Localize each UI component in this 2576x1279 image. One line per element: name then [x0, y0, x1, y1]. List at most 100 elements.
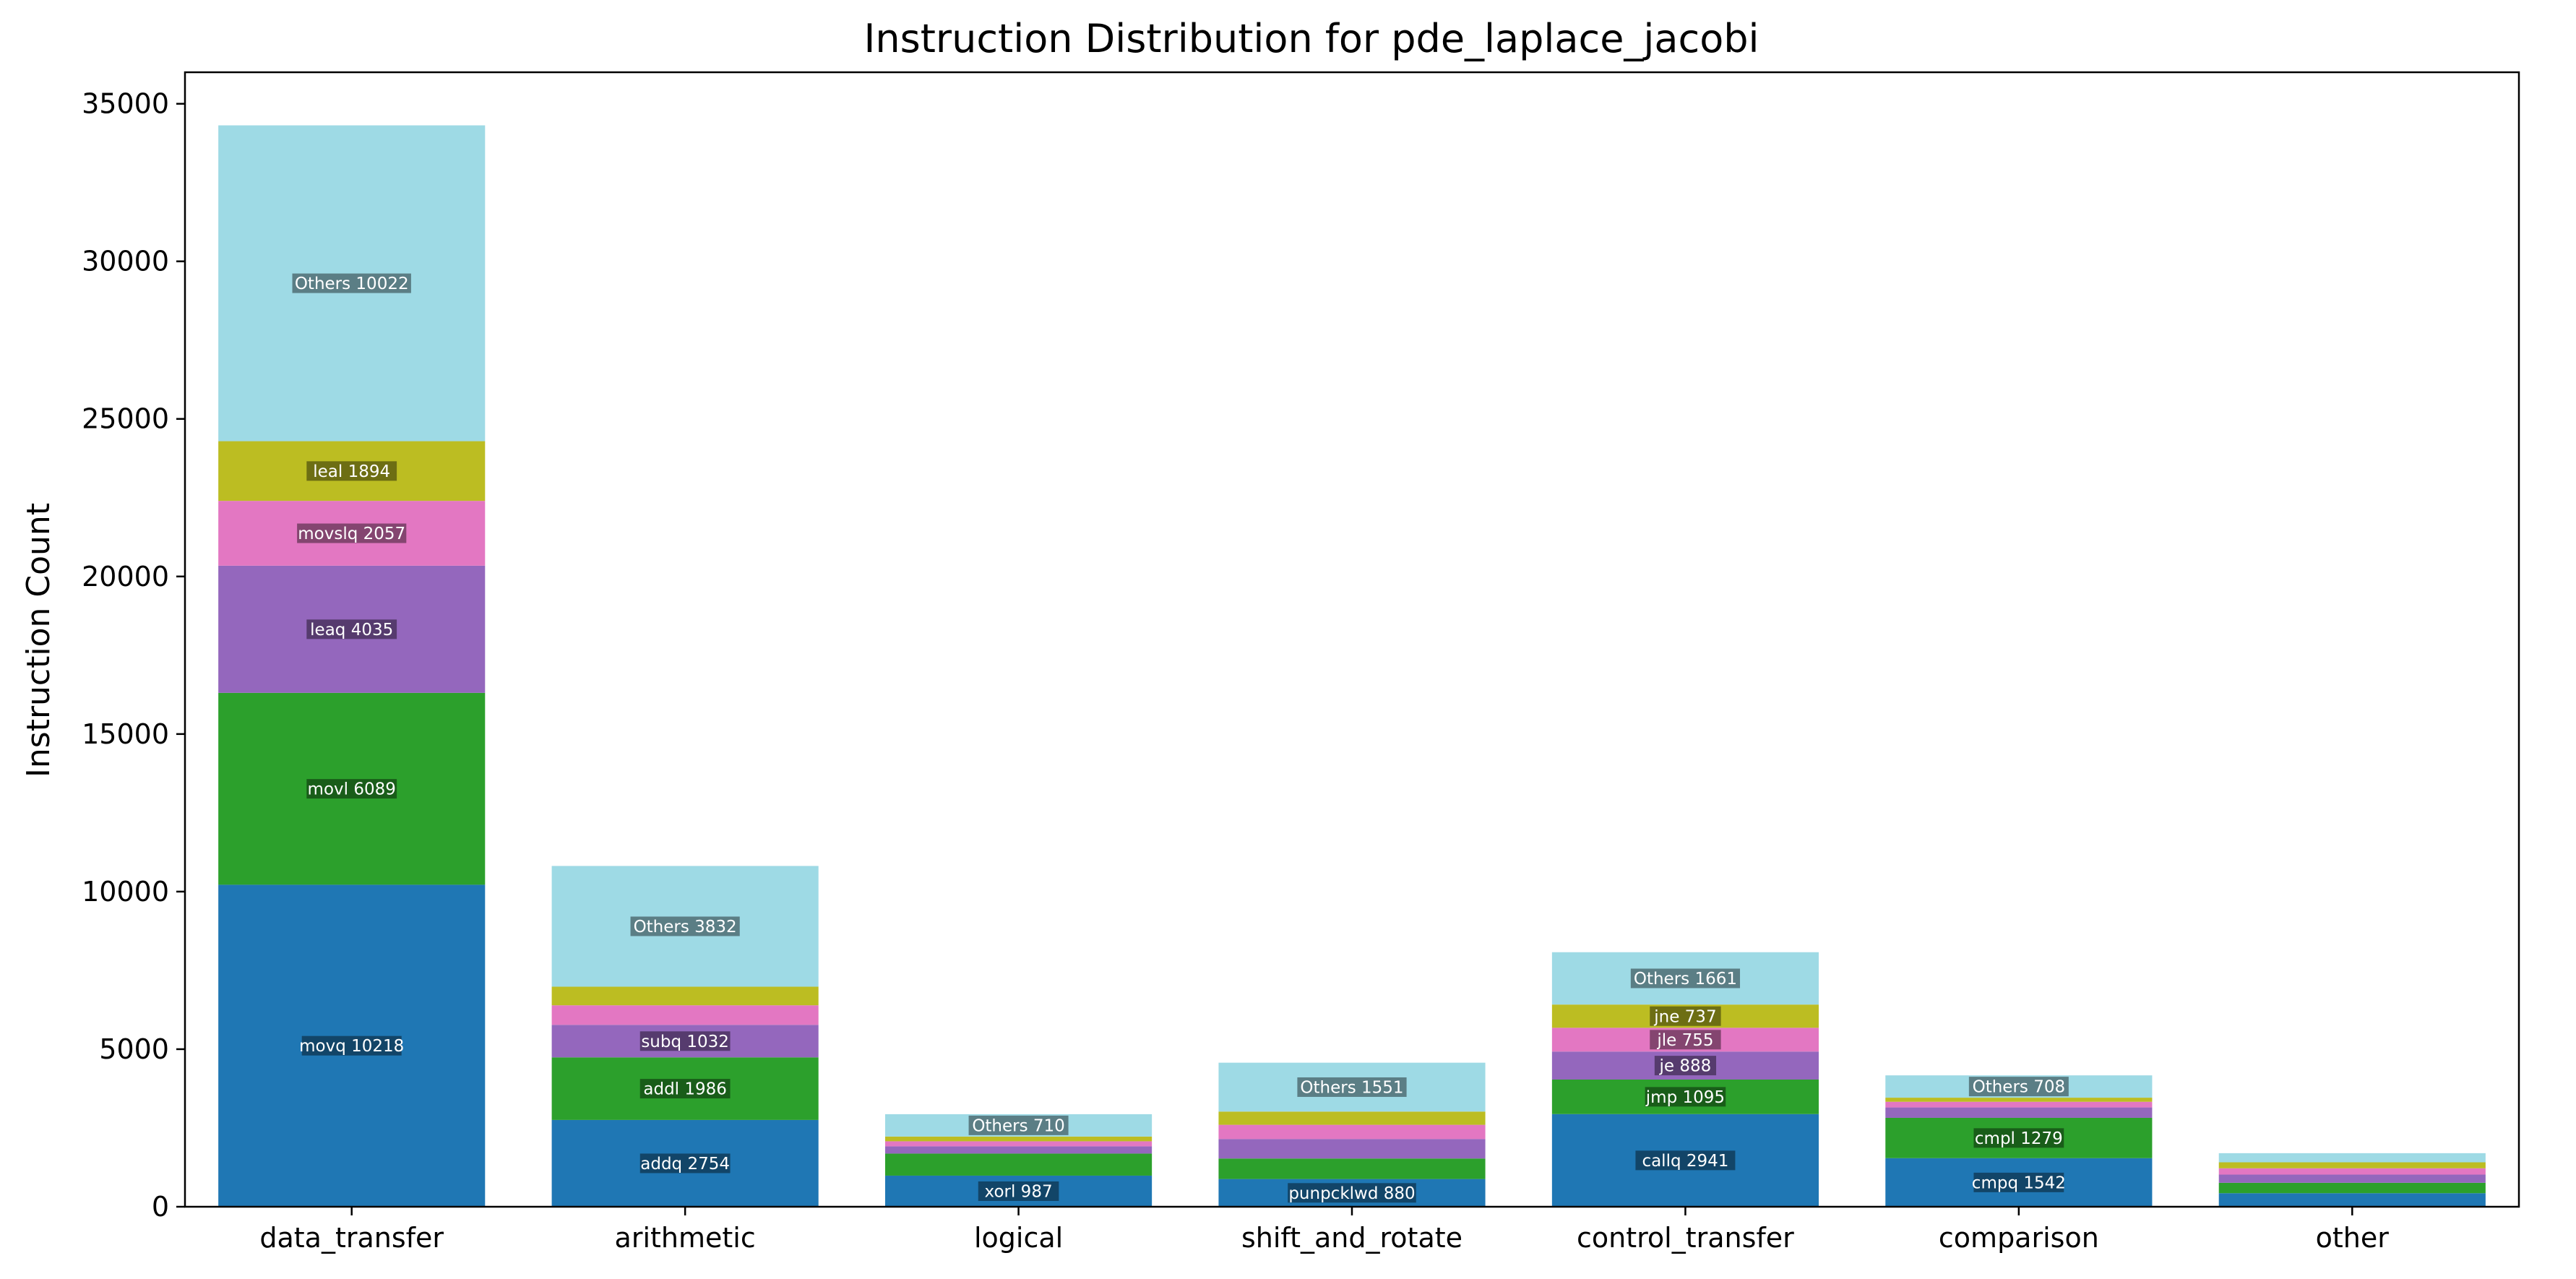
bar-segment-comparison-5 — [1885, 1075, 2153, 1098]
segment-label-others-10022: Others 10022 — [295, 275, 409, 293]
segment-label-bg — [968, 1115, 1069, 1135]
segment-label-leaq-4035: leaq 4035 — [310, 621, 393, 640]
segment-label-bg — [1973, 1128, 2064, 1148]
segment-label-subq-1032: subq 1032 — [641, 1033, 729, 1051]
segment-label-bg — [306, 461, 397, 481]
x-tick-label-other: other — [2316, 1222, 2390, 1254]
bar-segment-shift-and-rotate-4 — [1218, 1111, 1486, 1125]
bar-segment-other-4 — [2218, 1162, 2486, 1168]
segment-label-bg — [1973, 1172, 2064, 1192]
bar-segment-control-transfer-1 — [1551, 1079, 1819, 1114]
x-tick-label-logical: logical — [974, 1222, 1063, 1254]
segment-label-others-1551: Others 1551 — [1300, 1078, 1403, 1097]
segment-label-je-888: je 888 — [1659, 1057, 1712, 1076]
bar-segment-logical-5 — [885, 1114, 1153, 1137]
bar-segment-shift-and-rotate-3 — [1218, 1124, 1486, 1140]
x-axis-ticks: data_transfer arithmetic logical shift_and_… — [259, 1207, 2389, 1254]
segment-label-bg — [1968, 1077, 2069, 1097]
bar-segment-control-transfer-0 — [1551, 1114, 1819, 1207]
y-tick-label-0: 0 — [152, 1191, 169, 1223]
bar-segment-arithmetic-5 — [551, 866, 819, 987]
bar-segment-arithmetic-2 — [551, 1025, 819, 1058]
segment-label-leal-1894: leal 1894 — [313, 462, 390, 481]
bar-segment-data-transfer-2 — [218, 565, 486, 693]
bar-segment-shift-and-rotate-0 — [1218, 1179, 1486, 1207]
segment-label-bg — [306, 779, 397, 799]
segment-label-bg — [306, 619, 397, 640]
bar-segment-shift-and-rotate-5 — [1218, 1062, 1486, 1112]
bar-segment-comparison-3 — [1885, 1101, 2153, 1108]
bar-segment-shift-and-rotate-1 — [1218, 1158, 1486, 1179]
y-tick-label-15000: 15000 — [82, 718, 169, 750]
bar-segment-logical-2 — [885, 1146, 1153, 1154]
y-tick-label-20000: 20000 — [82, 561, 169, 593]
segment-label-bg — [978, 1181, 1059, 1201]
segment-label-punpcklwd-880: punpcklwd 880 — [1288, 1184, 1415, 1203]
bar-segment-control-transfer-4 — [1551, 1004, 1819, 1028]
segment-labels-layer: movq 10218 movl 6089 leaq 4035 movslq 2057 l… — [292, 273, 2069, 1203]
bar-segment-data-transfer-0 — [218, 884, 486, 1207]
segment-label-others-3832: Others 3832 — [634, 918, 737, 936]
segment-label-bg — [1650, 1030, 1721, 1050]
segment-label-cmpl-1279: cmpl 1279 — [1975, 1129, 2063, 1148]
y-tick-label-25000: 25000 — [82, 403, 169, 435]
bar-segment-arithmetic-1 — [551, 1057, 819, 1120]
chart-title: Instruction Distribution for pde_laplace… — [863, 16, 1759, 61]
bar-segment-logical-3 — [885, 1141, 1153, 1147]
segment-label-bg — [630, 916, 740, 936]
bar-segment-arithmetic-0 — [551, 1119, 819, 1207]
segment-label-movslq-2057: movslq 2057 — [298, 525, 405, 543]
segment-label-bg — [639, 1079, 731, 1099]
segment-label-jne-737: jne 737 — [1653, 1007, 1716, 1026]
plot-frame — [184, 71, 2520, 1208]
bar-segment-comparison-1 — [1885, 1117, 2153, 1158]
segment-label-xorl-987: xorl 987 — [985, 1182, 1053, 1201]
y-tick-label-10000: 10000 — [82, 876, 169, 908]
x-tick-label-data-transfer: data_transfer — [259, 1222, 444, 1254]
bar-segment-shift-and-rotate-2 — [1218, 1139, 1486, 1159]
bar-segment-control-transfer-3 — [1551, 1028, 1819, 1052]
bar-segment-other-5 — [2218, 1153, 2486, 1163]
bar-segment-other-0 — [2218, 1193, 2486, 1207]
y-axis-label: Instruction Count — [20, 503, 57, 778]
segment-label-bg — [1288, 1183, 1416, 1203]
bar-segment-comparison-2 — [1885, 1107, 2153, 1118]
segment-label-bg — [1645, 1087, 1726, 1107]
bar-segment-control-transfer-5 — [1551, 952, 1819, 1005]
bars-layer — [218, 125, 2486, 1207]
segment-label-addl-1986: addl 1986 — [643, 1080, 727, 1099]
segment-label-bg — [1654, 1056, 1717, 1076]
y-axis-ticks: 0 5000 10000 15000 20000 25000 30000 35000 — [82, 88, 185, 1223]
segment-label-jle-755: jle 755 — [1656, 1031, 1713, 1050]
segment-label-bg — [292, 273, 411, 293]
bar-segment-logical-0 — [885, 1175, 1153, 1207]
bar-segment-other-3 — [2218, 1168, 2486, 1175]
segment-label-cmpq-1542: cmpq 1542 — [1972, 1174, 2066, 1192]
segment-label-movq-10218: movq 10218 — [299, 1037, 404, 1056]
segment-label-bg — [1297, 1077, 1407, 1097]
x-tick-label-comparison: comparison — [1939, 1222, 2099, 1254]
bar-segment-control-transfer-2 — [1551, 1051, 1819, 1080]
segment-label-bg — [1650, 1006, 1721, 1026]
x-tick-label-control-transfer: control_transfer — [1577, 1222, 1794, 1254]
x-tick-label-shift-and-rotate: shift_and_rotate — [1241, 1222, 1463, 1254]
segment-label-bg — [297, 523, 407, 543]
y-tick-label-30000: 30000 — [82, 246, 169, 277]
segment-label-movl-6089: movl 6089 — [308, 780, 396, 799]
segment-label-others-708: Others 708 — [1973, 1078, 2066, 1097]
bar-segment-logical-4 — [885, 1136, 1153, 1142]
segment-label-jmp-1095: jmp 1095 — [1645, 1088, 1725, 1107]
bar-segment-logical-1 — [885, 1153, 1153, 1176]
bar-segment-data-transfer-5 — [218, 125, 486, 442]
segment-label-bg — [1635, 1150, 1736, 1171]
bar-segment-arithmetic-4 — [551, 986, 819, 1006]
bar-segment-other-1 — [2218, 1182, 2486, 1194]
segment-label-others-1661: Others 1661 — [1634, 970, 1737, 989]
segment-label-bg — [1630, 968, 1741, 989]
bar-segment-data-transfer-4 — [218, 441, 486, 501]
bar-segment-arithmetic-3 — [551, 1005, 819, 1025]
segment-label-bg — [639, 1153, 731, 1174]
bar-segment-other-2 — [2218, 1174, 2486, 1183]
